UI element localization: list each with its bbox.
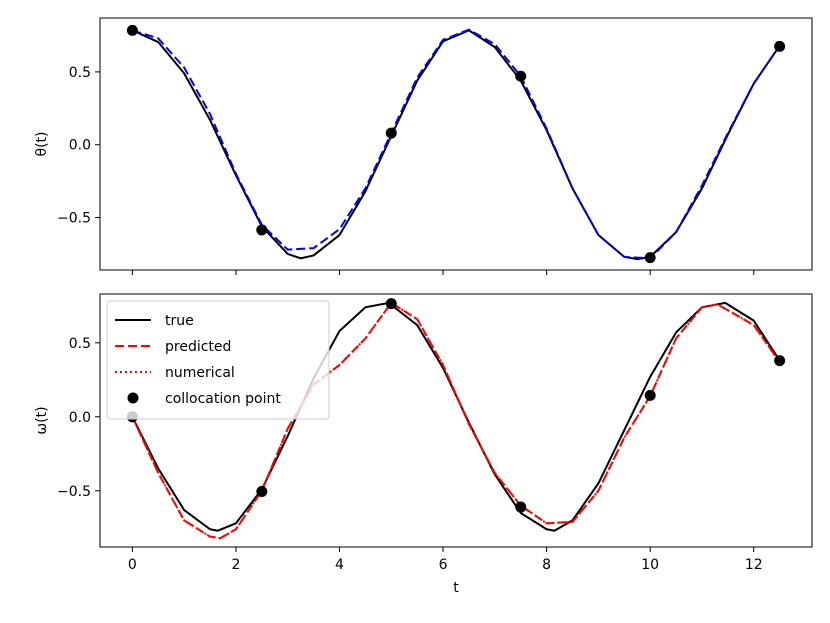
legend-label-collocation-point: collocation point xyxy=(165,391,281,407)
theta-collocation-point-0 xyxy=(126,24,138,36)
omega-series-true-line xyxy=(131,301,781,532)
omega-xtick-label-1: 2 xyxy=(231,557,240,573)
legend-label-true: true xyxy=(165,313,194,329)
omega-series-numerical-line xyxy=(131,301,781,540)
legend: true predicted numerical collocation point xyxy=(106,300,330,420)
omega-ytick-label-2: 0.5 xyxy=(69,336,91,352)
legend-label-predicted: predicted xyxy=(165,339,231,355)
theta-collocation-point-4 xyxy=(644,252,656,264)
theta-ytick-label-0: −0.5 xyxy=(57,211,91,227)
omega-panel: 0 2 4 6 8 10 12 −0.5 0.0 0.5 ω(t) t true predicted num… xyxy=(34,293,813,596)
theta-series-predicted-line xyxy=(132,28,781,260)
theta-ytick-label-2: 0.5 xyxy=(69,65,91,81)
omega-axes-frame xyxy=(99,293,813,548)
theta-ylabel: θ(t) xyxy=(34,132,50,157)
omega-collocation-point-5 xyxy=(774,355,786,367)
legend-marker-collocation-point xyxy=(127,392,139,404)
theta-ytick-label-1: 0.0 xyxy=(69,138,91,154)
omega-xtick-label-3: 6 xyxy=(439,557,448,573)
omega-xtick-label-6: 12 xyxy=(745,557,763,573)
omega-collocation-point-3 xyxy=(515,501,527,513)
omega-ytick-label-1: 0.0 xyxy=(69,410,91,426)
theta-collocation-point-2 xyxy=(385,127,397,139)
omega-ylabel: ω(t) xyxy=(34,406,50,434)
theta-collocation-point-5 xyxy=(774,40,786,52)
theta-collocation-point-1 xyxy=(256,224,268,236)
omega-xtick-label-4: 8 xyxy=(542,557,551,573)
legend-label-numerical: numerical xyxy=(165,365,235,381)
omega-ytick-label-0: −0.5 xyxy=(57,484,91,500)
omega-xtick-label-2: 4 xyxy=(335,557,344,573)
theta-plot-area xyxy=(131,28,781,261)
omega-collocation-point-2 xyxy=(385,298,397,310)
omega-collocation-point-1 xyxy=(256,486,268,498)
theta-axes-frame xyxy=(99,17,813,271)
theta-panel: −0.5 0.0 0.5 θ(t) xyxy=(34,17,813,275)
theta-collocation-point-3 xyxy=(515,70,527,82)
omega-xtick-label-5: 10 xyxy=(641,557,659,573)
omega-xlabel: t xyxy=(453,580,459,596)
theta-series-true-line xyxy=(131,29,781,261)
omega-collocation-point-4 xyxy=(644,389,656,401)
legend-box xyxy=(106,300,330,420)
omega-plot-area xyxy=(131,301,781,540)
omega-xtick-label-0: 0 xyxy=(128,557,137,573)
